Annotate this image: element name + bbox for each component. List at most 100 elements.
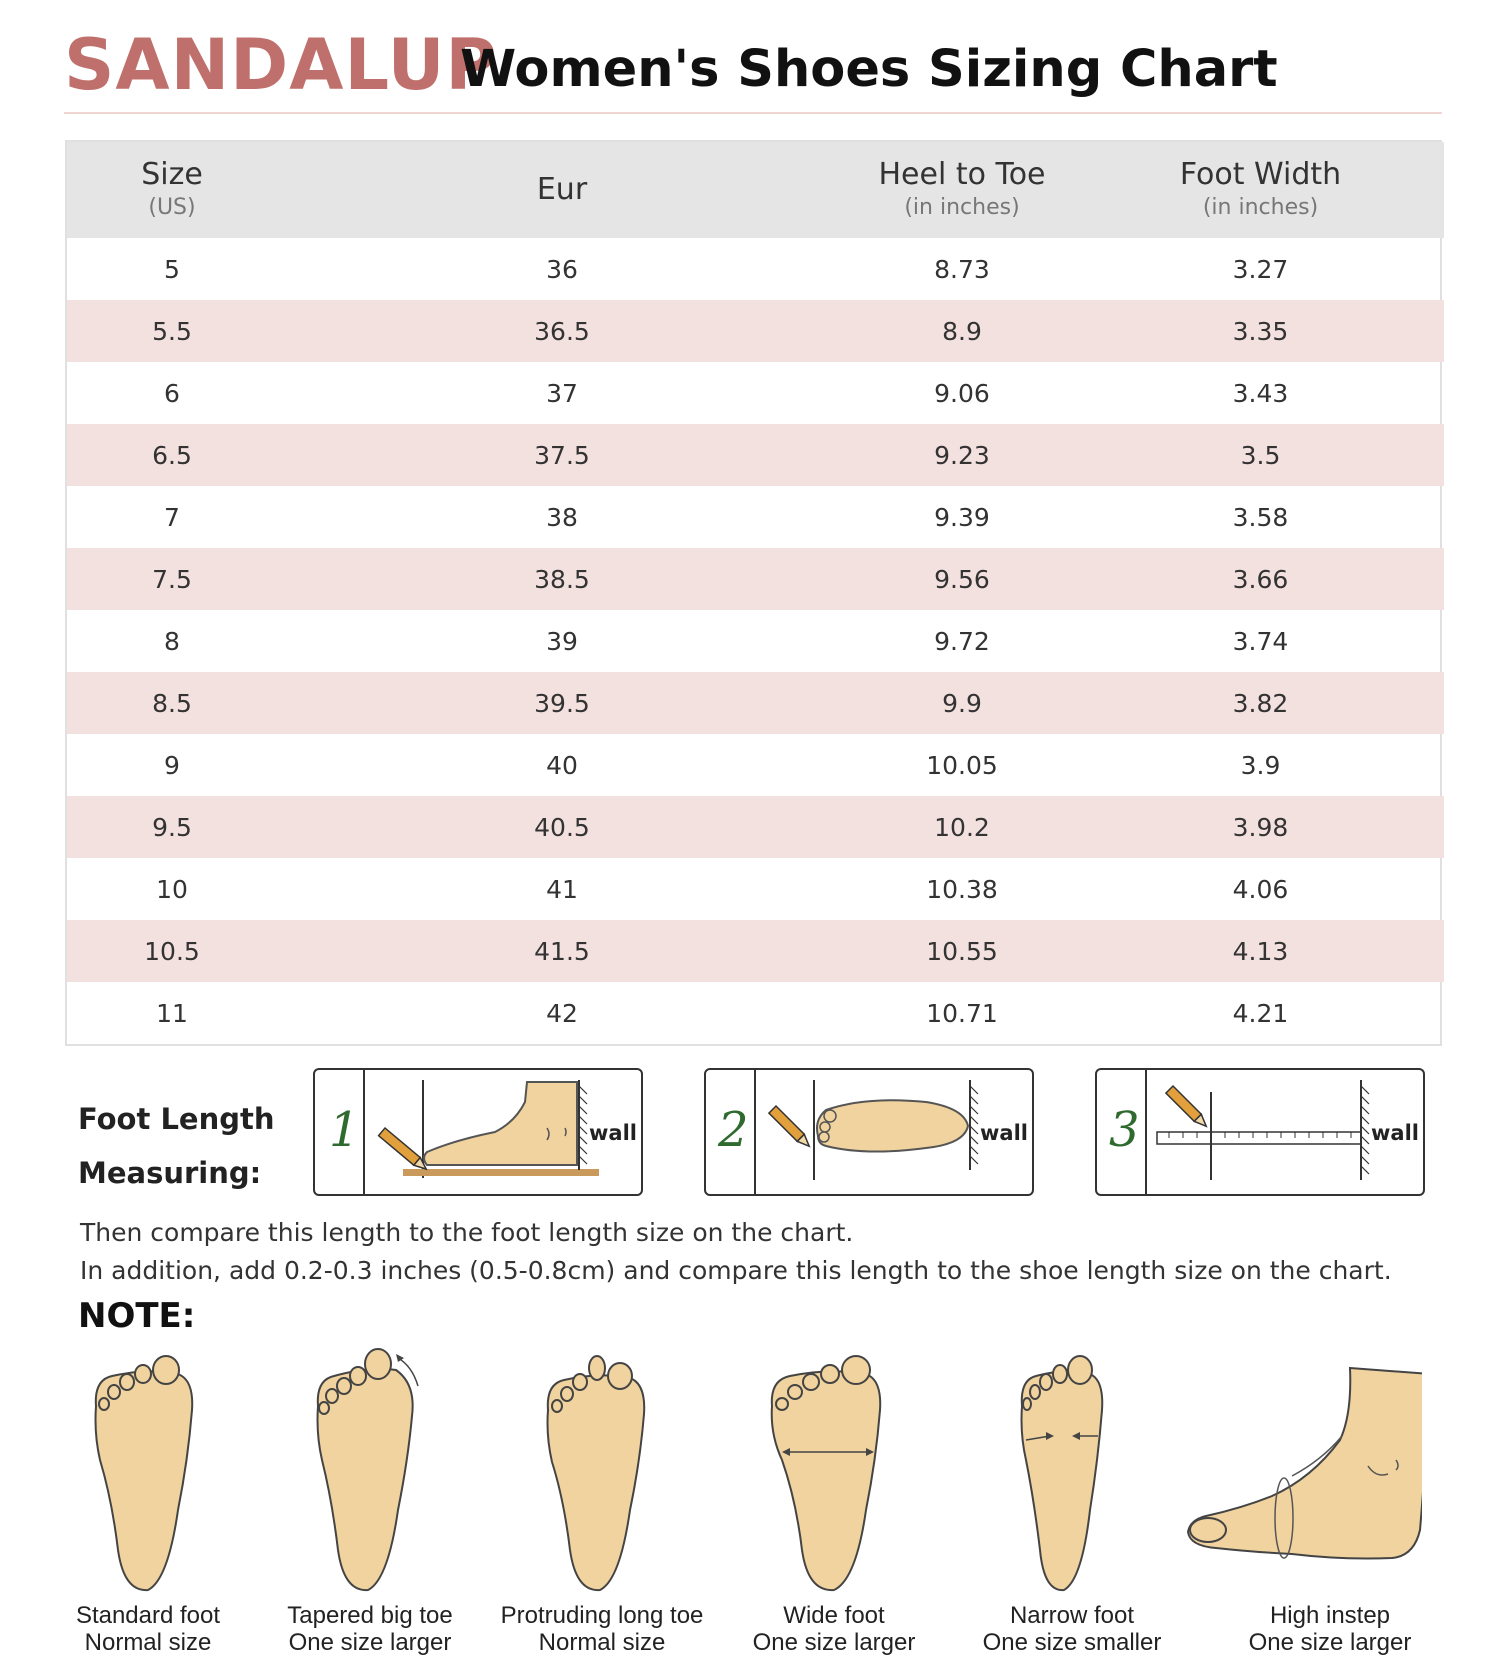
note-title: NOTE:: [78, 1296, 196, 1336]
tapered-big-toe-caption: Tapered big toe One size larger: [287, 1602, 453, 1656]
table-cell: 10.71: [926, 998, 998, 1028]
table-cell: 3.35: [1077, 300, 1444, 362]
table-row: 6.5 37.5 9.23 3.5: [67, 424, 1444, 486]
table-cell: 4.13: [1077, 920, 1444, 982]
table-cell: 4.21: [1232, 998, 1289, 1028]
table-cell: 36.5: [277, 300, 847, 362]
table-cell: 3.5: [1077, 424, 1444, 486]
table-cell: 10.2: [847, 796, 1077, 858]
table-cell: 6: [164, 378, 180, 408]
narrow-foot-icon: [946, 1340, 1186, 1600]
table-cell: 8.73: [934, 254, 990, 284]
standard-foot-caption: Standard foot Normal size: [75, 1602, 221, 1656]
foot-length-measuring-label: Foot Length Measuring:: [78, 1102, 275, 1190]
table-row: 11 42 10.71 4.21: [67, 982, 1444, 1044]
table-cell: 11: [156, 998, 188, 1028]
table-cell: 7.5: [67, 548, 277, 610]
table-cell: 3.43: [1232, 378, 1289, 408]
column-header-eur: Eur: [277, 142, 847, 238]
table-cell: 9.72: [934, 626, 990, 656]
table-cell: 9.06: [934, 378, 990, 408]
table-cell: 3.66: [1077, 548, 1444, 610]
table-cell: 41.5: [277, 920, 847, 982]
table-header-row: Size (US) Eur Heel to Toe (in inches) Foot…: [67, 142, 1444, 238]
table-cell: 41: [546, 874, 578, 904]
table-cell: 40: [546, 750, 578, 780]
tapered-big-toe-foot-icon: [250, 1340, 490, 1600]
table-cell: 10.5: [67, 920, 277, 982]
ruler-measure-illustration: 3 wall: [1109, 1080, 1419, 1180]
table-row: 6 37 9.06 3.43: [67, 362, 1444, 424]
table-cell: 36: [546, 254, 578, 284]
svg-text:wall: wall: [1371, 1121, 1419, 1145]
table-cell: 39: [546, 626, 578, 656]
table-row: 9.5 40.5 10.2 3.98: [67, 796, 1444, 858]
table-cell: 3.98: [1077, 796, 1444, 858]
brand-logo: SANDALUP: [64, 24, 498, 106]
wide-foot-caption: Wide foot One size larger: [752, 1602, 916, 1656]
table-cell: 5.5: [67, 300, 277, 362]
protruding-long-toe-caption: Protruding long toe Normal size: [500, 1602, 704, 1656]
svg-text:3: 3: [1109, 1102, 1140, 1158]
table-cell: 3.82: [1077, 672, 1444, 734]
svg-text:wall: wall: [589, 1121, 637, 1145]
measuring-instructions: Then compare this length to the foot len…: [80, 1218, 1392, 1285]
measure-step-2: 2 wall: [704, 1068, 1034, 1196]
top-foot-measure-illustration: 2 wall: [717, 1080, 1028, 1180]
svg-text:wall: wall: [980, 1121, 1028, 1145]
table-cell: 9.56: [847, 548, 1077, 610]
column-header-size: Size (US): [67, 142, 277, 238]
column-header-foot-width: Foot Width (in inches): [1077, 142, 1444, 238]
table-cell: 8.5: [67, 672, 277, 734]
table-row: 5.5 36.5 8.9 3.35: [67, 300, 1444, 362]
table-cell: 9.23: [847, 424, 1077, 486]
table-cell: 8.9: [847, 300, 1077, 362]
table-cell: 9.39: [934, 502, 990, 532]
table-cell: 6.5: [67, 424, 277, 486]
table-cell: 3.74: [1232, 626, 1289, 656]
table-cell: 10.55: [847, 920, 1077, 982]
table-cell: 38.5: [277, 548, 847, 610]
page-header: SANDALUP Women's Shoes Sizing Chart: [64, 24, 1442, 114]
svg-text:1: 1: [329, 1102, 360, 1158]
table-cell: 9: [164, 750, 180, 780]
narrow-foot-caption: Narrow foot One size smaller: [982, 1602, 1162, 1656]
table-cell: 38: [546, 502, 578, 532]
high-instep-caption: High instep One size larger: [1248, 1602, 1412, 1656]
table-cell: 8: [164, 626, 180, 656]
standard-foot-icon: [28, 1340, 268, 1600]
table-row: 8 39 9.72 3.74: [67, 610, 1444, 672]
table-row: 5 36 8.73 3.27: [67, 238, 1444, 300]
protruding-long-toe-foot-icon: [480, 1340, 720, 1600]
table-cell: 40.5: [277, 796, 847, 858]
table-cell: 3.58: [1232, 502, 1289, 532]
table-cell: 10.38: [926, 874, 998, 904]
table-cell: 39.5: [277, 672, 847, 734]
table-cell: 5: [164, 254, 180, 284]
column-header-heel-to-toe: Heel to Toe (in inches): [847, 142, 1077, 238]
table-cell: 3.9: [1240, 750, 1281, 780]
table-cell: 9.9: [847, 672, 1077, 734]
table-cell: 42: [546, 998, 578, 1028]
table-cell: 10: [156, 874, 188, 904]
table-cell: 4.06: [1232, 874, 1289, 904]
table-row: 10.5 41.5 10.55 4.13: [67, 920, 1444, 982]
table-cell: 10.05: [926, 750, 998, 780]
measure-step-1: 1 wall: [313, 1068, 643, 1196]
wide-foot-icon: [710, 1340, 950, 1600]
size-table: Size (US) Eur Heel to Toe (in inches) Foot…: [65, 140, 1444, 1046]
table-cell: 37.5: [277, 424, 847, 486]
table-cell: 7: [164, 502, 180, 532]
table-row: 8.5 39.5 9.9 3.82: [67, 672, 1444, 734]
measure-step-3: 3 wall: [1095, 1068, 1425, 1196]
table-row: 7 38 9.39 3.58: [67, 486, 1444, 548]
svg-text:2: 2: [717, 1102, 749, 1158]
table-cell: 9.5: [67, 796, 277, 858]
table-row: 7.5 38.5 9.56 3.66: [67, 548, 1444, 610]
table-row: 10 41 10.38 4.06: [67, 858, 1444, 920]
page-title: Women's Shoes Sizing Chart: [460, 40, 1278, 99]
high-instep-foot-icon: [1182, 1340, 1422, 1600]
table-cell: 3.27: [1232, 254, 1289, 284]
table-cell: 37: [546, 378, 578, 408]
side-foot-measure-illustration: 1 wall: [329, 1080, 637, 1178]
